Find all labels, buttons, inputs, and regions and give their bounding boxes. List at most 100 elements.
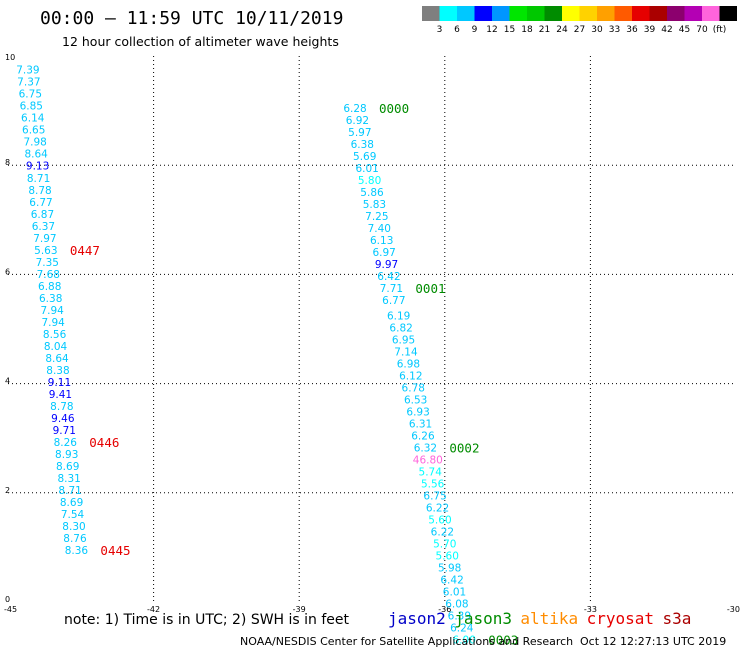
wave-height-label: 6.01: [355, 163, 378, 175]
wave-height-label: 8.69: [60, 497, 83, 509]
satellite-name: cryosat: [587, 609, 654, 628]
color-scale-legend: 3 6 9 12 15 18 21 24 27 30 33 36 39 42 45 70 (ft): [422, 6, 737, 35]
wave-height-label: 6.87: [31, 209, 54, 221]
wave-height-label: 6.82: [389, 322, 412, 334]
wave-height-label: 7.97: [33, 233, 56, 245]
satellite-name: s3a: [663, 609, 692, 628]
scale-label: 15: [504, 25, 515, 35]
scale-swatch: [422, 6, 440, 21]
wave-height-label: 8.78: [50, 401, 73, 413]
wave-height-label: 7.71: [380, 283, 403, 295]
pass-time-label: 0446: [89, 435, 119, 450]
wave-height-label: 9.71: [53, 425, 76, 437]
scale-label: 30: [591, 25, 603, 35]
wave-height-label: 8.56: [43, 329, 67, 341]
scale-swatch: [474, 6, 492, 21]
scale-label: 9: [472, 25, 478, 35]
scale-swatch: [457, 6, 475, 21]
scale-swatch: [597, 6, 615, 21]
scale-swatch: [719, 6, 737, 21]
wave-height-label: 7.37: [17, 77, 40, 89]
wave-height-label: 6.22: [426, 503, 449, 515]
wave-height-label: 6.22: [431, 527, 454, 539]
scale-swatch: [509, 6, 527, 21]
wave-height-label: 6.93: [406, 406, 429, 418]
wave-height-label: 8.93: [55, 449, 78, 461]
chart-subtitle: 12 hour collection of altimeter wave hei…: [62, 34, 339, 49]
wave-height-label: 7.25: [365, 211, 388, 223]
wave-height-label: 9.46: [51, 413, 75, 425]
wave-height-label: 8.64: [24, 149, 48, 161]
wave-height-label: 5.70: [433, 539, 456, 551]
axis-ticks: -45 -42 -39 -36 -33 -30 0 2 4 6 8 10: [4, 53, 740, 614]
wave-height-label: 6.13: [370, 235, 393, 247]
wave-height-label: 6.97: [372, 247, 395, 259]
scale-swatch: [492, 6, 510, 21]
x-tick-label: -42: [147, 605, 160, 614]
wave-height-label: 6.08: [445, 599, 468, 611]
scale-swatch: [579, 6, 597, 21]
scale-swatch: [684, 6, 702, 21]
wave-height-label: 5.83: [363, 199, 386, 211]
wave-height-label: 8.64: [45, 353, 69, 365]
wave-height-label: 6.98: [397, 358, 420, 370]
wave-height-label: 7.54: [61, 509, 85, 521]
pass-time-label: 0445: [100, 543, 130, 558]
scale-label: 42: [661, 25, 672, 35]
wave-height-label: 8.26: [54, 437, 78, 449]
y-tick-label: 4: [5, 377, 10, 386]
wave-height-label: 6.78: [402, 382, 425, 394]
wave-height-label: 5.63: [34, 245, 57, 257]
wave-height-label: 6.26: [411, 430, 435, 442]
satellite-name: jason3: [454, 609, 512, 628]
wave-height-label: 5.69: [353, 151, 376, 163]
scale-swatch: [439, 6, 457, 21]
wave-height-label: 6.00: [453, 635, 476, 647]
x-tick-label: -30: [727, 605, 740, 614]
wave-height-label: 46.80: [413, 454, 443, 466]
wave-height-label: 6.31: [409, 418, 432, 430]
plot-grid: [8, 56, 736, 602]
wave-height-label: 6.28: [343, 103, 366, 115]
wave-height-label: 6.39: [448, 611, 471, 623]
wave-height-label: 9.41: [49, 389, 72, 401]
satellite-legend: jason2 jason3 altika cryosat s3a: [388, 609, 691, 628]
pass-time-label: 0002: [449, 440, 479, 455]
wave-height-label: 6.88: [38, 281, 61, 293]
x-tick-label: -39: [293, 605, 306, 614]
wave-height-label: 7.68: [37, 269, 60, 281]
wave-height-label: 9.11: [48, 377, 71, 389]
footer-credit: NOAA/NESDIS Center for Satellite Applica…: [240, 635, 573, 648]
scale-swatch: [632, 6, 650, 21]
scale-label: 27: [574, 25, 585, 35]
scale-label: (ft): [713, 25, 727, 35]
wave-height-label: 5.86: [360, 187, 384, 199]
wave-height-label: 6.92: [346, 115, 369, 127]
wave-height-label: 6.12: [399, 370, 422, 382]
wave-height-label: 6.75: [423, 491, 446, 503]
y-tick-label: 8: [5, 158, 10, 167]
wave-height-label: 5.60: [436, 551, 459, 563]
x-tick-label: -36: [438, 605, 451, 614]
scale-label: 18: [521, 25, 533, 35]
wave-height-label: 7.39: [16, 65, 39, 77]
scale-swatch: [614, 6, 632, 21]
wave-height-label: 8.36: [65, 545, 89, 557]
wave-height-label: 5.60: [428, 515, 451, 527]
pass-time-label: 0003: [488, 633, 518, 648]
wave-height-label: 8.71: [27, 173, 50, 185]
y-tick-label: 10: [5, 53, 15, 62]
wave-height-label: 8.69: [56, 461, 79, 473]
scale-label: 45: [679, 25, 690, 35]
wave-height-label: 6.42: [377, 271, 400, 283]
footer-timestamp: Oct 12 12:27:13 UTC 2019: [580, 635, 726, 648]
wave-height-label: 6.77: [29, 197, 52, 209]
wave-height-label: 6.19: [387, 310, 410, 322]
wave-height-label: 5.97: [348, 127, 371, 139]
pass-time-label: 0447: [70, 243, 100, 258]
wave-height-label: 5.74: [419, 467, 443, 479]
scale-label: 24: [556, 25, 568, 35]
wave-height-label: 8.76: [63, 533, 87, 545]
